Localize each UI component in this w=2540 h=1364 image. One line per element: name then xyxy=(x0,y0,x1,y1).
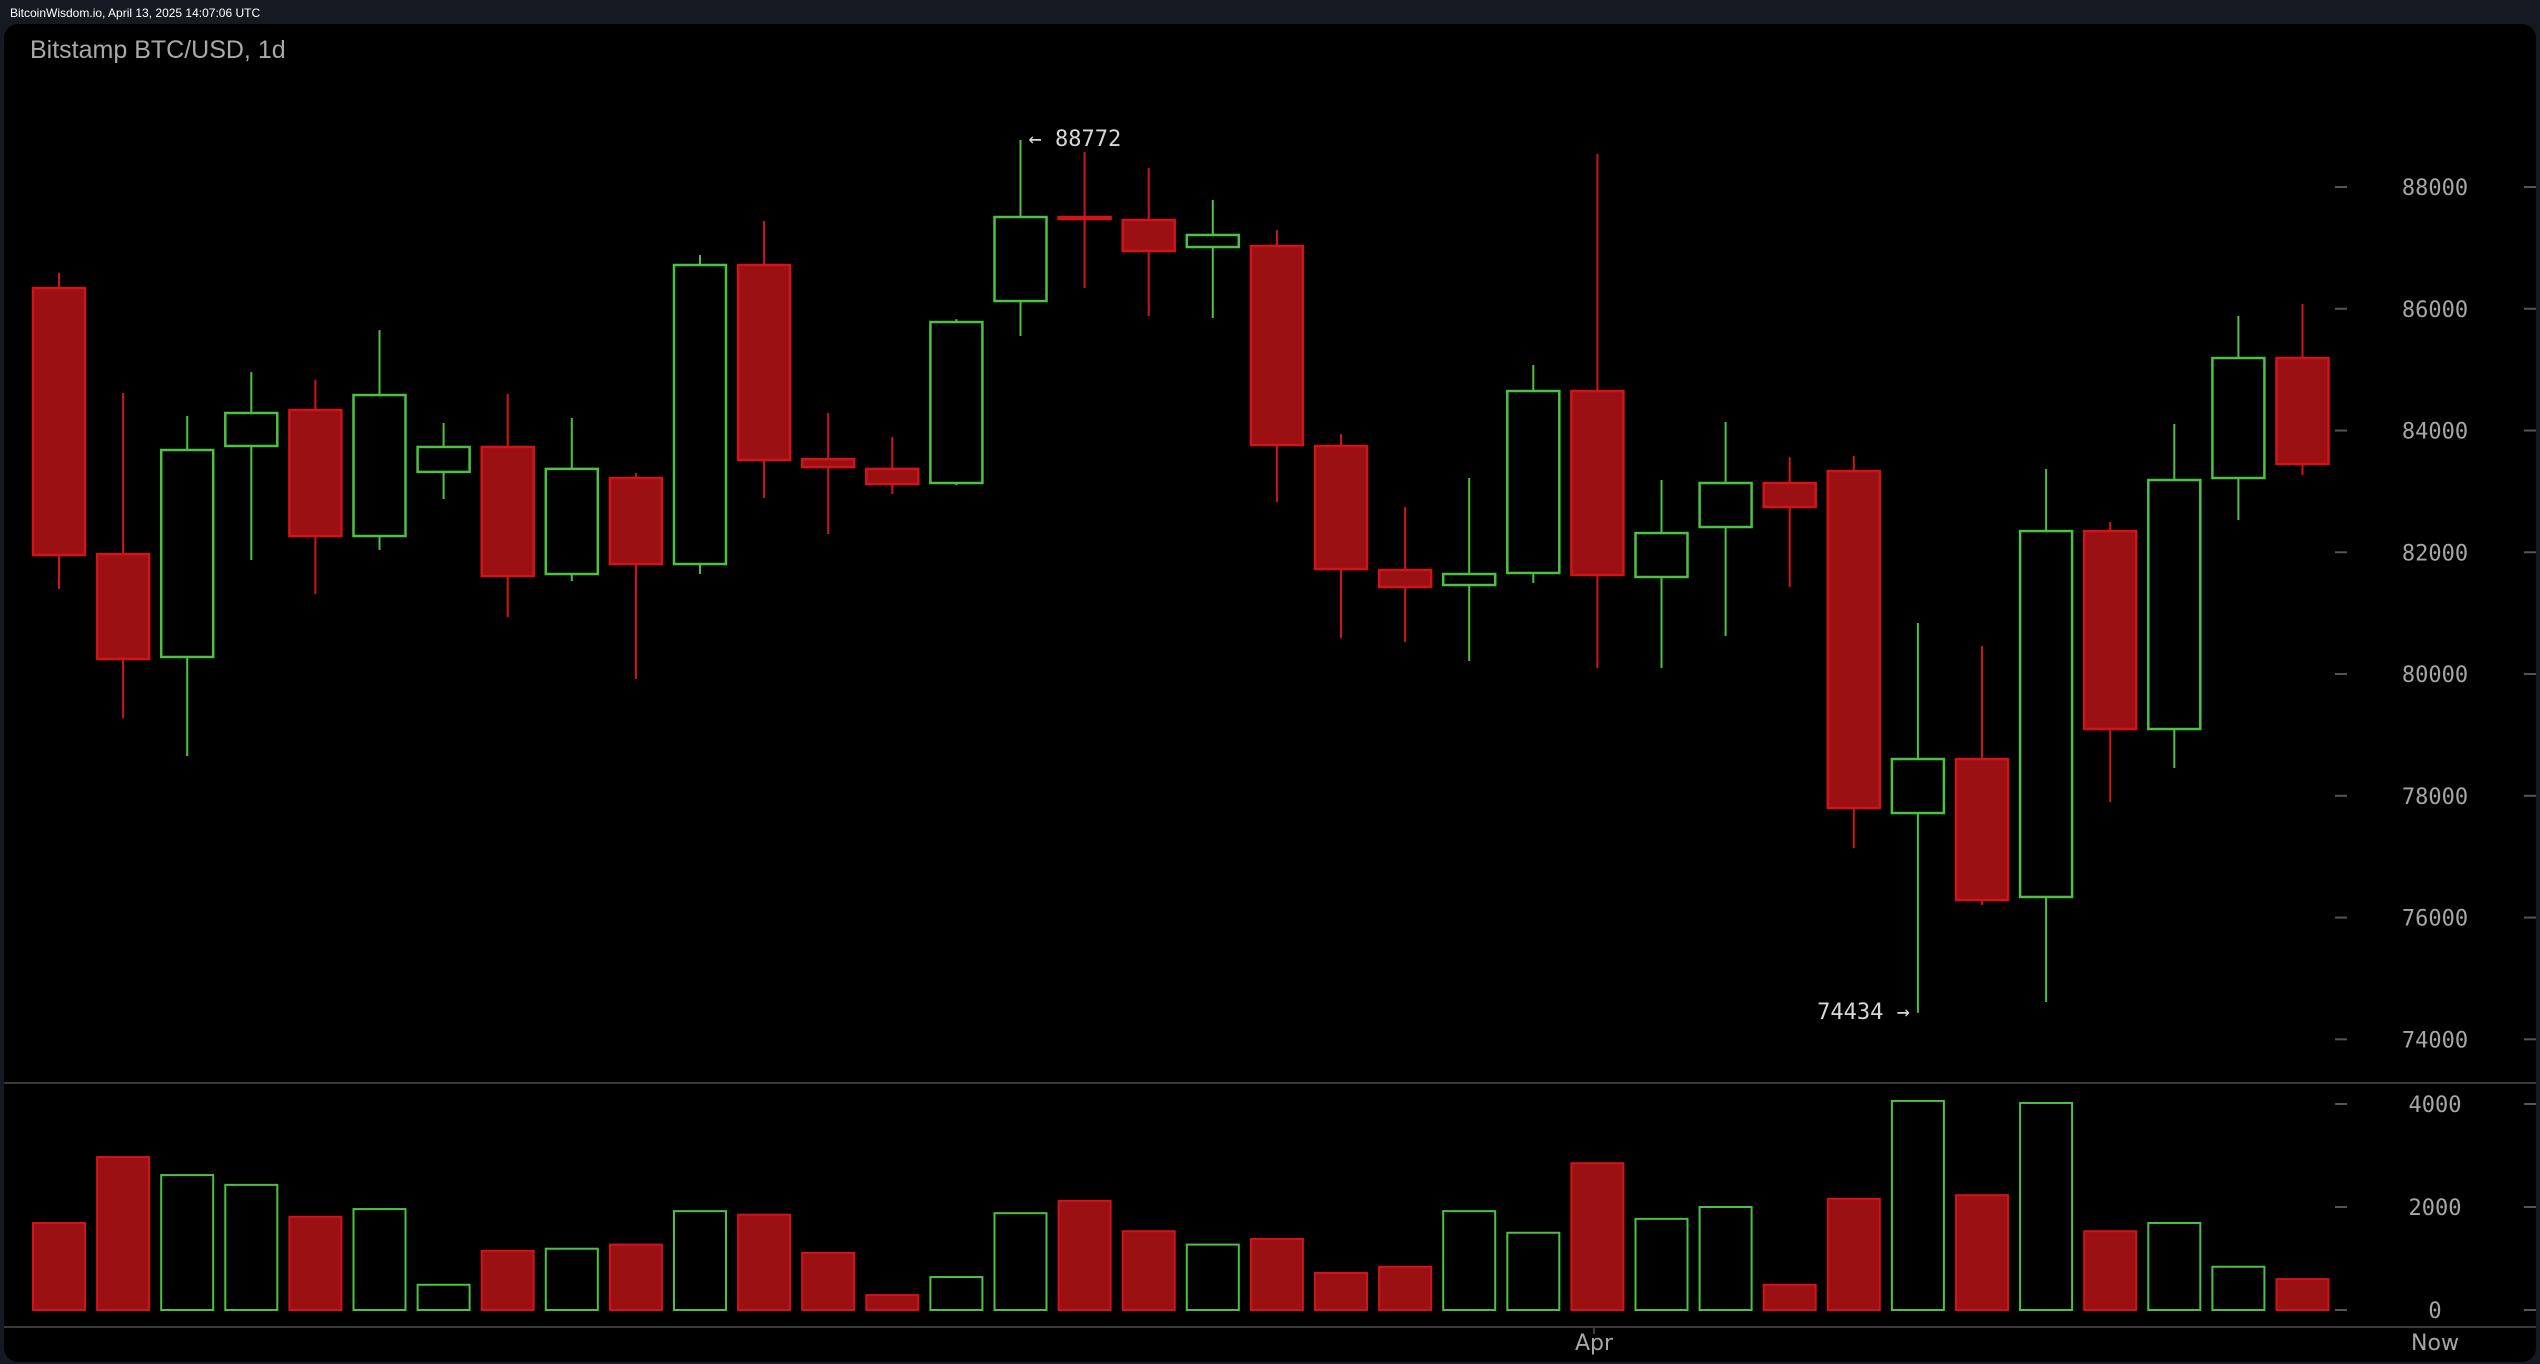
volume-bar-down[interactable] xyxy=(608,1243,663,1311)
volume-bar-down[interactable] xyxy=(2275,1278,2330,1311)
volume-bar-down[interactable] xyxy=(480,1249,535,1312)
price-tick-label: 86000 xyxy=(2402,298,2468,323)
candle-up[interactable] xyxy=(159,448,215,659)
volume-tick-label: 0 xyxy=(2428,1299,2441,1324)
volume-bar-up[interactable] xyxy=(673,1210,727,1311)
candle-down[interactable] xyxy=(1313,444,1369,571)
candle-up[interactable] xyxy=(2018,529,2074,899)
chart-title: Bitstamp BTC/USD, 1d xyxy=(30,36,286,64)
volume-bar-up[interactable] xyxy=(544,1247,599,1311)
volume-bar-down[interactable] xyxy=(2083,1230,2138,1311)
candle-up[interactable] xyxy=(2147,478,2202,731)
volume-bar-up[interactable] xyxy=(2147,1221,2202,1311)
volume-bar-up[interactable] xyxy=(1185,1243,1240,1311)
candle-down[interactable] xyxy=(736,263,792,462)
candle-up[interactable] xyxy=(1185,233,1241,249)
volume-bar-down[interactable] xyxy=(32,1221,86,1311)
volume-bar-down[interactable] xyxy=(1570,1162,1625,1311)
price-tick-label: 80000 xyxy=(2402,663,2468,688)
price-tick-label: 74000 xyxy=(2402,1028,2468,1053)
volume-bar-up[interactable] xyxy=(1698,1206,1753,1311)
volume-bar-up[interactable] xyxy=(416,1283,471,1312)
x-label-now: Now xyxy=(2411,1331,2459,1356)
candle-down[interactable] xyxy=(31,286,87,557)
candle-up[interactable] xyxy=(544,467,600,576)
candle-up[interactable] xyxy=(1634,531,1689,579)
price-tick-label: 78000 xyxy=(2402,785,2468,810)
volume-bar-down[interactable] xyxy=(737,1213,792,1311)
chart-frame: 74000 76000 78000 80000 82000 84000 86000 88000… xyxy=(4,24,2536,1362)
volume-bar-down[interactable] xyxy=(1314,1271,1368,1312)
volume-bar-down[interactable] xyxy=(1762,1283,1817,1312)
candle-up[interactable] xyxy=(224,411,279,448)
candle-up[interactable] xyxy=(416,445,471,474)
candle-down[interactable] xyxy=(865,467,920,486)
price-tick-label: 84000 xyxy=(2402,420,2468,445)
candle-down[interactable] xyxy=(1057,215,1112,221)
volume-bar-down[interactable] xyxy=(865,1294,920,1311)
volume-bar-up[interactable] xyxy=(160,1174,215,1311)
candle-up[interactable] xyxy=(1506,389,1561,575)
volume-bar-down[interactable] xyxy=(96,1156,151,1312)
volume-bar-down[interactable] xyxy=(1826,1197,1881,1312)
volume-bar-up[interactable] xyxy=(2019,1101,2074,1311)
candle-down[interactable] xyxy=(1249,244,1305,447)
candle-down[interactable] xyxy=(480,445,535,578)
volume-bar-down[interactable] xyxy=(1057,1199,1112,1311)
candle-down[interactable] xyxy=(2275,356,2330,466)
candle-up[interactable] xyxy=(352,393,407,538)
candle-down[interactable] xyxy=(1826,469,1882,810)
volume-bar-down[interactable] xyxy=(288,1215,343,1312)
high-price-annotation: ← 88772 xyxy=(1029,127,1122,152)
volume-bar-up[interactable] xyxy=(1890,1099,1945,1312)
x-label-apr: Apr xyxy=(1575,1331,1614,1356)
candle-down[interactable] xyxy=(1121,218,1176,253)
volume-bar-down[interactable] xyxy=(1121,1230,1176,1311)
volume-tick-label: 4000 xyxy=(2409,1093,2462,1118)
volume-bar-down[interactable] xyxy=(1955,1194,2009,1312)
candle-down[interactable] xyxy=(95,552,151,661)
candle-down[interactable] xyxy=(800,457,856,469)
volume-bar-up[interactable] xyxy=(993,1212,1048,1312)
candle-up[interactable] xyxy=(929,320,984,485)
volume-bar-up[interactable] xyxy=(1442,1210,1497,1311)
price-tick-label: 76000 xyxy=(2402,907,2468,932)
low-price-annotation: 74434 → xyxy=(1817,1000,1910,1025)
candle-down[interactable] xyxy=(288,408,343,538)
candle-down[interactable] xyxy=(608,476,664,566)
candle-down[interactable] xyxy=(1377,568,1433,589)
candle-up[interactable] xyxy=(1890,757,1946,815)
volume-bar-down[interactable] xyxy=(801,1251,856,1311)
candle-down[interactable] xyxy=(2082,529,2138,731)
volume-bar-down[interactable] xyxy=(1378,1265,1433,1311)
volume-bar-down[interactable] xyxy=(1249,1237,1304,1312)
volume-bar-up[interactable] xyxy=(1506,1231,1561,1311)
volume-tick-label: 2000 xyxy=(2409,1196,2462,1221)
source-timestamp: BitcoinWisdom.io, April 13, 2025 14:07:0… xyxy=(10,6,261,20)
candle-down[interactable] xyxy=(1762,481,1817,509)
volume-bar-up[interactable] xyxy=(1634,1217,1689,1311)
price-tick-label: 82000 xyxy=(2402,541,2468,566)
price-tick-label: 88000 xyxy=(2402,176,2468,201)
candle-up[interactable] xyxy=(993,215,1048,303)
candle-up[interactable] xyxy=(672,263,728,566)
volume-bar-up[interactable] xyxy=(224,1183,279,1311)
candle-up[interactable] xyxy=(1441,572,1497,587)
volume-bar-up[interactable] xyxy=(929,1276,984,1312)
candle-up[interactable] xyxy=(1698,481,1753,529)
candle-down[interactable] xyxy=(1954,757,2010,902)
volume-bar-up[interactable] xyxy=(352,1208,407,1312)
candle-up[interactable] xyxy=(2211,356,2266,480)
candle-down[interactable] xyxy=(1570,389,1625,577)
volume-bar-up[interactable] xyxy=(2211,1265,2266,1311)
candlestick-chart[interactable]: 74000 76000 78000 80000 82000 84000 86000 88000… xyxy=(4,24,2536,1362)
